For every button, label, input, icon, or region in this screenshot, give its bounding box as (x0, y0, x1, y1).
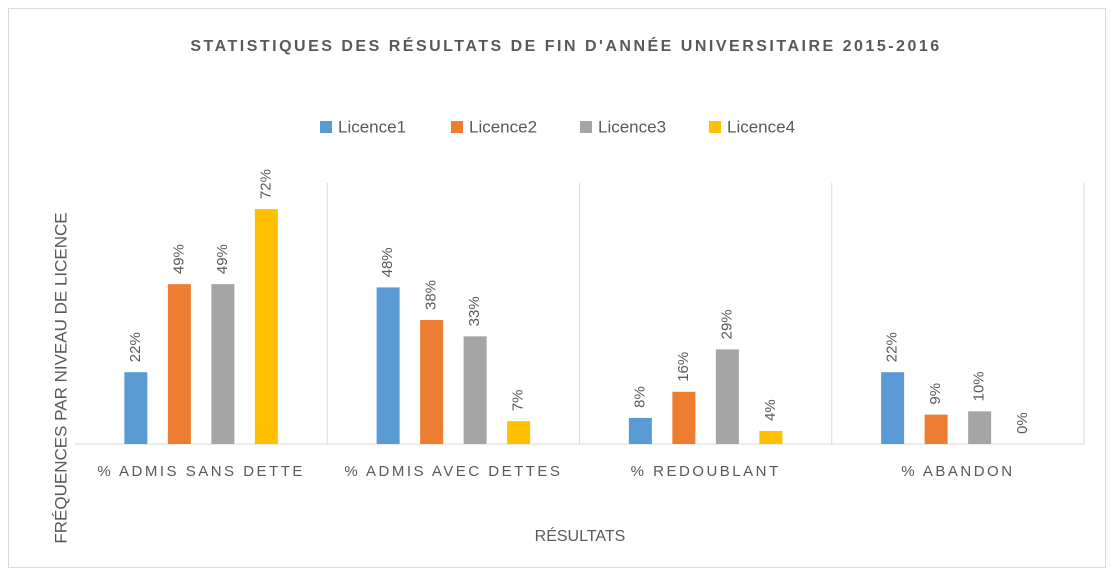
data-label: 22% (884, 332, 901, 362)
legend-label: Licence3 (598, 117, 666, 136)
bar (507, 421, 531, 444)
bar (924, 414, 948, 444)
data-label: 72% (257, 169, 274, 199)
bar (376, 287, 400, 444)
legend-label: Licence1 (338, 117, 406, 136)
data-label: 48% (379, 247, 396, 277)
data-label: 49% (214, 244, 231, 274)
bar (211, 284, 235, 444)
legend-swatch (320, 121, 332, 133)
bar (628, 417, 652, 444)
bar (881, 372, 905, 444)
data-label: 10% (971, 371, 988, 401)
data-label: 29% (718, 309, 735, 339)
bar (463, 336, 487, 444)
chart-border (8, 8, 1106, 568)
data-label: 7% (510, 389, 527, 411)
data-label: 38% (423, 280, 440, 310)
bar (254, 209, 278, 444)
data-label: 16% (675, 352, 692, 382)
legend-label: Licence4 (727, 117, 795, 136)
x-tick-label: % ABANDON (901, 463, 1015, 480)
legend-swatch (580, 121, 592, 133)
chart-title: STATISTIQUES DES RÉSULTATS DE FIN D'ANNÉ… (190, 38, 942, 55)
bar (167, 284, 191, 444)
bar (759, 430, 783, 444)
x-tick-label: % ADMIS AVEC DETTES (344, 463, 563, 480)
data-label: 0% (1014, 412, 1031, 434)
data-label: 9% (927, 383, 944, 405)
data-label: 4% (762, 399, 779, 421)
bar (672, 391, 696, 444)
legend-label: Licence2 (469, 117, 537, 136)
data-label: 8% (631, 386, 648, 408)
bar (124, 372, 148, 444)
legend-swatch (451, 121, 463, 133)
legend-swatch (709, 121, 721, 133)
x-tick-label: % ADMIS SANS DETTE (97, 463, 305, 480)
x-tick-label: % REDOUBLANT (630, 463, 781, 480)
y-axis-title: FRÉQUENCES PAR NIVEAU DE LICENCE (51, 212, 70, 543)
data-label: 22% (127, 332, 144, 362)
bar (968, 411, 992, 444)
bar (715, 349, 739, 444)
data-label: 33% (466, 296, 483, 326)
data-label: 49% (170, 244, 187, 274)
bar (420, 320, 444, 444)
x-axis-title: RÉSULTATS (535, 526, 626, 545)
